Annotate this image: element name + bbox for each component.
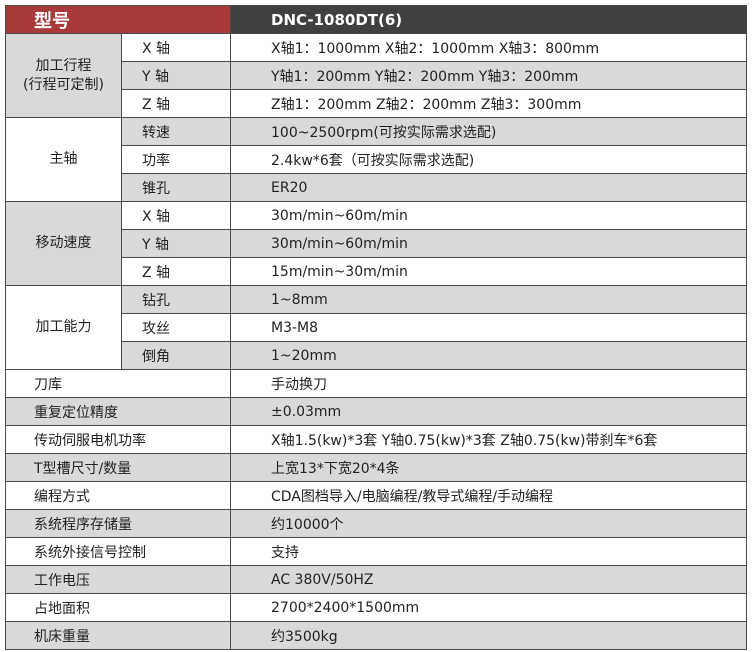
spec-label: 传动伺服电机功率 [5, 425, 231, 454]
spec-row: 系统外接信号控制 支持 [5, 537, 747, 566]
sub-label: X 轴 [121, 33, 231, 62]
spec-value: 100~2500rpm(可按实际需求选配) [230, 117, 747, 146]
spec-value: 2.4kw*6套（可按实际需求选配) [230, 145, 747, 174]
spec-label: 重复定位精度 [5, 397, 231, 426]
spec-value: Z轴1：200mm Z轴2：200mm Z轴3：300mm [230, 89, 747, 118]
spec-row: 锥孔 ER20 [6, 173, 747, 202]
spec-value: 支持 [230, 537, 747, 566]
spec-label: 系统外接信号控制 [5, 537, 231, 566]
spec-row: 系统程序存储量 约10000个 [5, 509, 747, 538]
sub-label: Y 轴 [121, 61, 231, 90]
spec-value: ER20 [230, 173, 747, 202]
spec-value: CDA图档导入/电脑编程/教导式编程/手动编程 [230, 481, 747, 510]
sub-label: 攻丝 [121, 313, 231, 342]
spec-value: 30m/min~60m/min [230, 229, 747, 258]
spec-row: 传动伺服电机功率 X轴1.5(kw)*3套 Y轴0.75(kw)*3套 Z轴0.7… [5, 425, 747, 454]
model-label: 型号 [5, 5, 231, 34]
spec-row: 占地面积 2700*2400*1500mm [5, 593, 747, 622]
spec-row: 功率 2.4kw*6套（可按实际需求选配) [6, 145, 747, 174]
spec-label: 机床重量 [5, 621, 231, 650]
spec-value: Y轴1：200mm Y轴2：200mm Y轴3：200mm [230, 61, 747, 90]
group-label: 加工能力 [5, 285, 122, 370]
spec-row: 移动速度 X 轴 30m/min~60m/min [5, 201, 747, 286]
sub-label: Z 轴 [121, 257, 231, 286]
spec-label: 工作电压 [5, 565, 231, 594]
spec-row: 倒角 1~20mm [6, 341, 747, 370]
spec-label: 刀库 [5, 369, 231, 398]
spec-value: 30m/min~60m/min [230, 201, 747, 230]
sub-label: 锥孔 [121, 173, 231, 202]
spec-row: 机床重量 约3500kg [5, 621, 747, 650]
spec-label: 编程方式 [5, 481, 231, 510]
spec-value: 约10000个 [230, 509, 747, 538]
spec-row: Z 轴 15m/min~30m/min [6, 257, 747, 286]
spec-value: 约3500kg [230, 621, 747, 650]
spec-label: 系统程序存储量 [5, 509, 231, 538]
spec-value: ±0.03mm [230, 397, 747, 426]
spec-value: 15m/min~30m/min [230, 257, 747, 286]
group-label: 主轴 [5, 117, 122, 202]
spec-row: Z 轴 Z轴1：200mm Z轴2：200mm Z轴3：300mm [6, 89, 747, 118]
model-value: DNC-1080DT(6) [230, 5, 747, 34]
spec-row: 加工能力 钻孔 1~8mm [5, 285, 747, 370]
spec-row: 重复定位精度 ±0.03mm [5, 397, 747, 426]
sub-label: 转速 [121, 117, 231, 146]
spec-value: 手动换刀 [230, 369, 747, 398]
sub-label: 钻孔 [121, 285, 231, 314]
spec-row: T型槽尺寸/数量 上宽13*下宽20*4条 [5, 453, 747, 482]
spec-value: 上宽13*下宽20*4条 [230, 453, 747, 482]
spec-value: X轴1.5(kw)*3套 Y轴0.75(kw)*3套 Z轴0.75(kw)带刹车… [230, 425, 747, 454]
sub-label: 倒角 [121, 341, 231, 370]
spec-row: 加工行程 (行程可定制) X 轴 X轴1：1000mm X轴2：1000mm X轴3：… [5, 33, 747, 118]
spec-table: 型号 DNC-1080DT(6) 加工行程 (行程可定制) X 轴 X轴1：1000m… [5, 5, 747, 650]
sub-label: Y 轴 [121, 229, 231, 258]
spec-row: Y 轴 Y轴1：200mm Y轴2：200mm Y轴3：200mm [6, 61, 747, 90]
spec-row: 刀库 手动换刀 [5, 369, 747, 398]
spec-value: 1~8mm [230, 285, 747, 314]
spec-value: 2700*2400*1500mm [230, 593, 747, 622]
sub-label: X 轴 [121, 201, 231, 230]
spec-value: X轴1：1000mm X轴2：1000mm X轴3：800mm [230, 33, 747, 62]
spec-label: T型槽尺寸/数量 [5, 453, 231, 482]
spec-row: 攻丝 M3-M8 [6, 313, 747, 342]
group-label: 加工行程 (行程可定制) [5, 33, 122, 118]
sub-label: Z 轴 [121, 89, 231, 118]
spec-row: 主轴 转速 100~2500rpm(可按实际需求选配) [5, 117, 747, 202]
spec-value: 1~20mm [230, 341, 747, 370]
spec-value: M3-M8 [230, 313, 747, 342]
spec-label: 占地面积 [5, 593, 231, 622]
header-row: 型号 DNC-1080DT(6) [5, 5, 747, 34]
spec-value: AC 380V/50HZ [230, 565, 747, 594]
spec-row: Y 轴 30m/min~60m/min [6, 229, 747, 258]
group-label: 移动速度 [5, 201, 122, 286]
sub-label: 功率 [121, 145, 231, 174]
spec-row: 工作电压 AC 380V/50HZ [5, 565, 747, 594]
spec-row: 编程方式 CDA图档导入/电脑编程/教导式编程/手动编程 [5, 481, 747, 510]
